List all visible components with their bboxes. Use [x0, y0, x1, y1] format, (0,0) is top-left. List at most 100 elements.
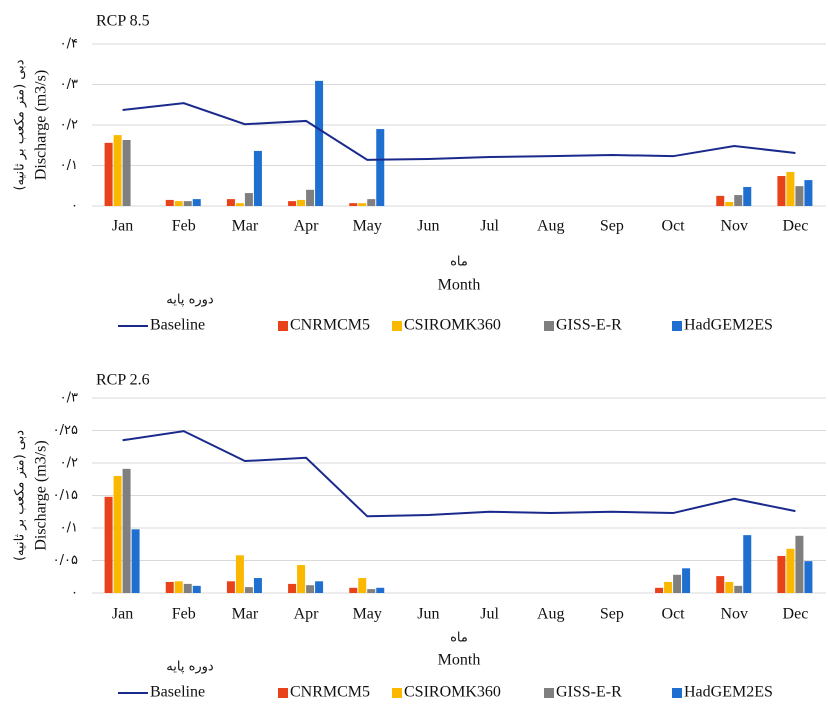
- bar: [226, 199, 235, 206]
- x-tick-label: May: [353, 218, 382, 235]
- x-tick-label: May: [353, 606, 382, 623]
- x-tick-label: Jan: [112, 606, 133, 623]
- bar: [795, 535, 804, 593]
- bar: [165, 581, 174, 593]
- legend-label: CSIROMK360: [404, 317, 501, 334]
- bar: [122, 468, 131, 593]
- x-tick-label: Jun: [417, 218, 439, 235]
- bar: [183, 201, 192, 206]
- bar: [297, 199, 306, 206]
- x-tick-label: Jul: [480, 606, 499, 623]
- x-tick-label: Jul: [480, 218, 499, 235]
- x-tick-label: Sep: [600, 606, 624, 623]
- legend-swatch: [392, 688, 402, 698]
- legend-swatch: [544, 321, 554, 331]
- legend-label: CNRMCM5: [290, 317, 370, 334]
- bar: [315, 581, 324, 593]
- bar: [226, 581, 235, 593]
- bar: [174, 201, 183, 206]
- bar: [786, 171, 795, 206]
- bar: [376, 587, 385, 593]
- y-axis-label-fa: دبی (متر مکعب بر ثانیه): [13, 430, 28, 561]
- bar: [664, 581, 673, 593]
- bar: [795, 186, 804, 206]
- legend-swatch: [392, 321, 402, 331]
- x-tick-label: Oct: [662, 606, 686, 623]
- x-tick-label: Mar: [232, 606, 259, 623]
- y-tick-label: ۰/۳: [60, 391, 78, 406]
- bar: [183, 583, 192, 593]
- legend-label: Baseline: [150, 317, 205, 334]
- chart-title: RCP 8.5: [96, 13, 150, 30]
- bar: [349, 587, 358, 593]
- x-tick-label: Apr: [294, 606, 320, 623]
- bar: [786, 548, 795, 593]
- bar: [306, 585, 315, 593]
- bar: [131, 529, 140, 593]
- bar: [367, 199, 376, 206]
- bar: [315, 80, 324, 206]
- bar: [104, 142, 113, 206]
- bar: [716, 576, 725, 593]
- chart-panel: RCP 8.5 ۰ ۰/۱ ۰/۲ ۰/۳ ۰/۴ دبی (متر مکعب بر ثان…: [13, 13, 826, 334]
- bar: [253, 150, 262, 206]
- x-axis-label: Month: [438, 277, 481, 294]
- bar: [165, 199, 174, 206]
- legend-label: GISS-E-R: [556, 684, 622, 701]
- x-tick-label: Nov: [720, 218, 748, 235]
- baseline-line: [122, 102, 796, 161]
- y-tick-label: ۰/۲: [60, 118, 78, 133]
- legend-label: CNRMCM5: [290, 684, 370, 701]
- chart-panel: RCP 2.6 ۰ ۰/۰۵ ۰/۱ ۰/۱۵ ۰/۲ ۰/۲۵ ۰/۳ دبی (متر مک…: [13, 372, 826, 701]
- bar: [288, 583, 297, 593]
- y-tick-label: ۰/۲۵: [53, 423, 78, 438]
- y-tick-label: ۰/۲: [60, 456, 78, 471]
- y-axis-label: Discharge (m3/s): [33, 440, 50, 550]
- legend-swatch: [672, 688, 682, 698]
- bar: [306, 189, 315, 206]
- y-tick-label: ۰/۰۵: [53, 553, 78, 568]
- bar: [358, 578, 367, 593]
- bar: [192, 199, 201, 206]
- bar: [716, 195, 725, 206]
- legend-label: CSIROMK360: [404, 684, 501, 701]
- legend-swatch: [544, 688, 554, 698]
- bar: [244, 193, 253, 206]
- bar: [122, 139, 131, 206]
- x-tick-label: Feb: [172, 218, 196, 235]
- legend-label: Baseline: [150, 684, 205, 701]
- y-axis-label: Discharge (m3/s): [33, 70, 50, 180]
- bar: [192, 585, 201, 593]
- x-tick-label: Dec: [783, 606, 809, 623]
- x-tick-label: Dec: [783, 218, 809, 235]
- legend-swatch: [672, 321, 682, 331]
- x-tick-label: Sep: [600, 218, 624, 235]
- x-tick-label: Jun: [417, 606, 439, 623]
- chart-title: RCP 2.6: [96, 372, 150, 389]
- x-axis-label-fa: ماه: [450, 631, 468, 646]
- y-tick-label: ۰/۴: [60, 37, 78, 52]
- bar: [244, 587, 253, 593]
- x-tick-label: Feb: [172, 606, 196, 623]
- bar: [235, 203, 244, 206]
- bar: [734, 195, 743, 206]
- bar: [743, 535, 752, 593]
- bar: [288, 201, 297, 206]
- bar: [725, 201, 734, 206]
- y-tick-label: ۰/۱: [60, 158, 78, 173]
- bar: [113, 476, 122, 593]
- bar: [367, 589, 376, 593]
- y-tick-label: ۰: [71, 199, 78, 214]
- y-tick-label: ۰: [71, 586, 78, 601]
- bar: [673, 574, 682, 593]
- bar: [253, 578, 262, 593]
- bar: [235, 555, 244, 593]
- bar: [777, 176, 786, 206]
- bar: [777, 555, 786, 593]
- bar: [297, 565, 306, 593]
- x-axis-label-fa: ماه: [450, 255, 468, 270]
- y-axis-label-fa: دبی (متر مکعب بر ثانیه): [13, 59, 28, 190]
- x-tick-label: Oct: [662, 218, 686, 235]
- legend-label: HadGEM2ES: [684, 317, 773, 334]
- bar: [358, 203, 367, 206]
